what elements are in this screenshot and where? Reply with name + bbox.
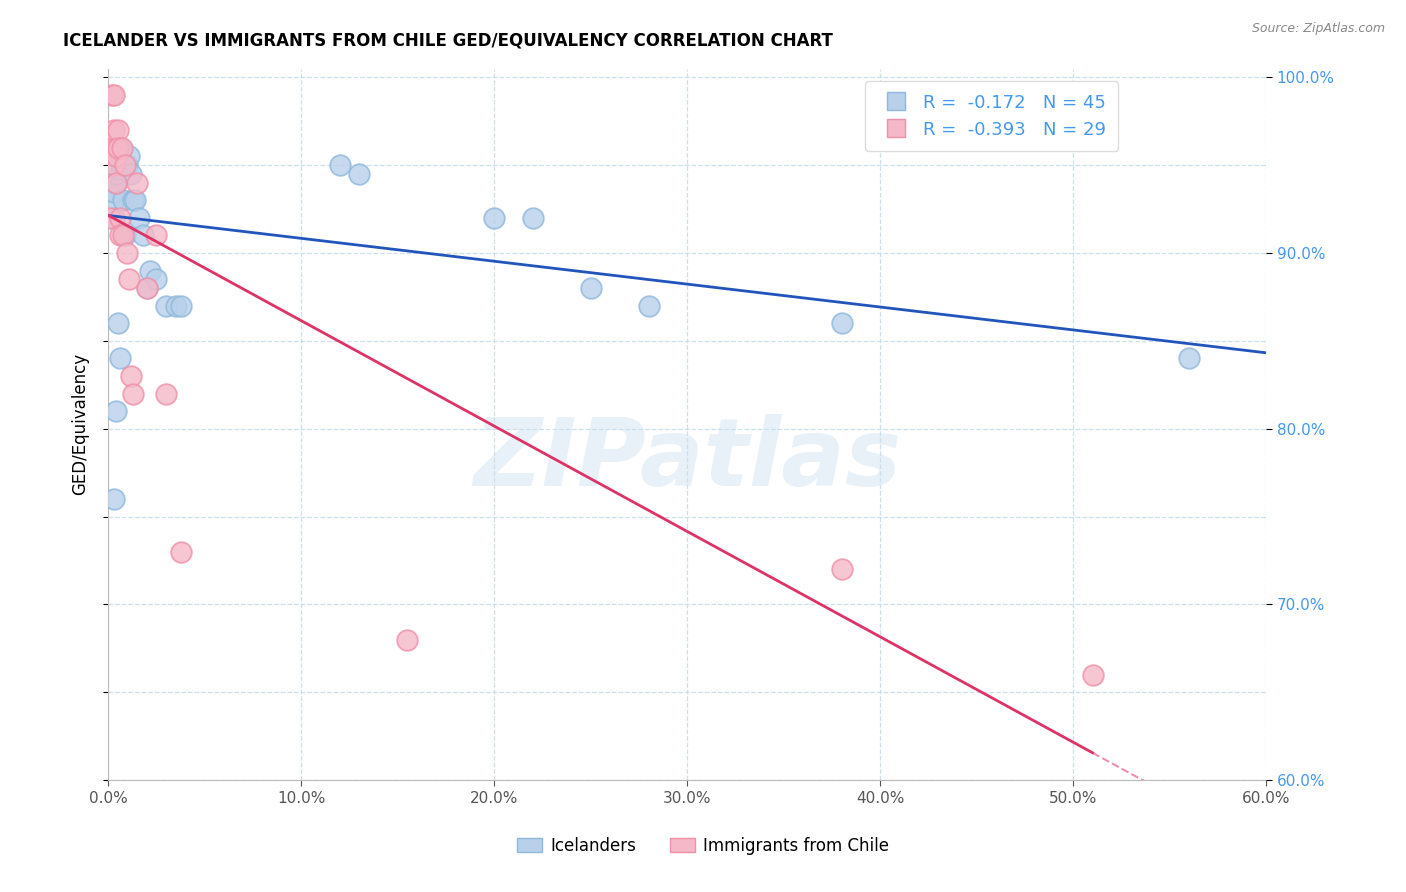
Point	[132, 228, 155, 243]
Point	[103, 123, 125, 137]
Point	[104, 176, 127, 190]
Point	[108, 140, 131, 154]
Point	[101, 144, 124, 158]
Point	[98, 158, 121, 172]
Point	[103, 194, 125, 208]
Point	[103, 158, 125, 172]
Point	[125, 176, 148, 190]
Text: ZIPatlas: ZIPatlas	[472, 414, 901, 506]
Point	[101, 87, 124, 102]
Legend: Icelanders, Immigrants from Chile: Icelanders, Immigrants from Chile	[510, 830, 896, 862]
Y-axis label: GED/Equivalency: GED/Equivalency	[72, 353, 89, 495]
Point	[104, 167, 127, 181]
Text: ICELANDER VS IMMIGRANTS FROM CHILE GED/EQUIVALENCY CORRELATION CHART: ICELANDER VS IMMIGRANTS FROM CHILE GED/E…	[63, 31, 834, 49]
Point	[114, 228, 136, 243]
Point	[114, 158, 136, 172]
Point	[124, 194, 146, 208]
Point	[155, 299, 177, 313]
Point	[103, 185, 125, 199]
Point	[1081, 667, 1104, 681]
Point	[101, 176, 124, 190]
Point	[120, 167, 142, 181]
Point	[108, 144, 131, 158]
Point	[139, 263, 162, 277]
Point	[579, 281, 602, 295]
Point	[347, 167, 370, 181]
Point	[1178, 351, 1201, 366]
Point	[117, 246, 139, 260]
Point	[117, 158, 139, 172]
Point	[98, 161, 121, 176]
Point	[155, 386, 177, 401]
Point	[112, 228, 135, 243]
Point	[118, 272, 141, 286]
Point	[104, 140, 127, 154]
Point	[135, 281, 157, 295]
Point	[110, 140, 132, 154]
Point	[103, 491, 125, 506]
Point	[103, 211, 125, 225]
Point	[165, 299, 187, 313]
Point	[104, 149, 127, 163]
Point	[104, 158, 127, 172]
Point	[396, 632, 419, 647]
Point	[107, 149, 129, 163]
Point	[108, 228, 131, 243]
Point	[108, 351, 131, 366]
Point	[101, 140, 124, 154]
Point	[107, 123, 129, 137]
Point	[108, 211, 131, 225]
Point	[831, 562, 853, 576]
Point	[482, 211, 505, 225]
Point	[107, 161, 129, 176]
Point	[128, 211, 150, 225]
Point	[522, 211, 544, 225]
Point	[110, 158, 132, 172]
Point	[122, 194, 145, 208]
Point	[112, 194, 135, 208]
Point	[135, 281, 157, 295]
Point	[118, 149, 141, 163]
Point	[98, 140, 121, 154]
Point	[122, 386, 145, 401]
Point	[107, 140, 129, 154]
Point	[120, 369, 142, 384]
Point	[831, 316, 853, 330]
Text: Source: ZipAtlas.com: Source: ZipAtlas.com	[1251, 22, 1385, 36]
Point	[170, 545, 193, 559]
Point	[637, 299, 659, 313]
Point	[107, 316, 129, 330]
Point	[145, 272, 167, 286]
Point	[104, 404, 127, 418]
Point	[103, 167, 125, 181]
Point	[329, 158, 352, 172]
Point	[170, 299, 193, 313]
Point	[103, 87, 125, 102]
Point	[101, 149, 124, 163]
Point	[98, 211, 121, 225]
Point	[145, 228, 167, 243]
Point	[107, 158, 129, 172]
Legend: R =  -0.172   N = 45, R =  -0.393   N = 29: R = -0.172 N = 45, R = -0.393 N = 29	[865, 81, 1118, 152]
Point	[104, 176, 127, 190]
